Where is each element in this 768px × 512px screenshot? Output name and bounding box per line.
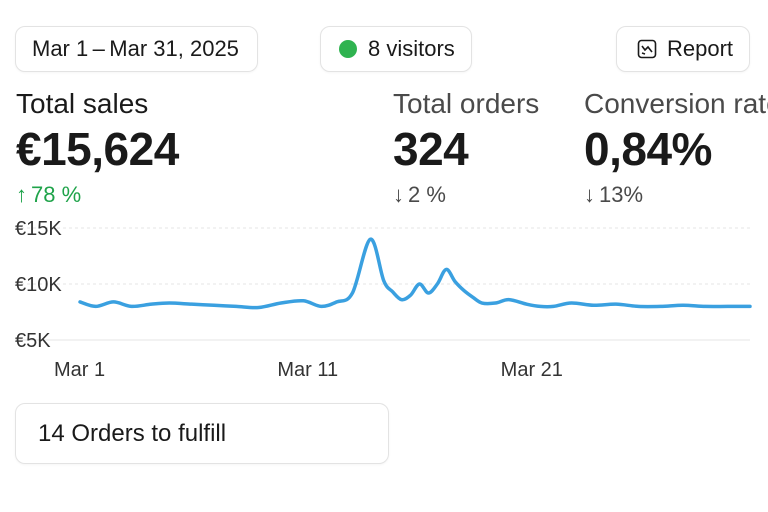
metric-label: Conversion rate xyxy=(584,88,768,119)
orders-to-fulfill-card[interactable]: 14 Orders to fulfill xyxy=(15,403,389,464)
metric-total-orders[interactable]: Total orders 324 ↓ 2 % xyxy=(393,88,539,208)
x-tick-label: Mar 1 xyxy=(54,359,105,381)
y-tick-label: €15K xyxy=(15,218,62,240)
metric-change: ↓ 13% xyxy=(584,182,768,208)
live-visitors-button[interactable]: 8 visitors xyxy=(320,26,472,72)
x-tick-label: Mar 21 xyxy=(501,359,563,381)
metric-total-sales[interactable]: Total sales €15,624 ↑ 78 % xyxy=(16,88,179,208)
visitors-label: 8 visitors xyxy=(368,36,455,61)
metric-value: 324 xyxy=(393,123,469,175)
sales-series-line xyxy=(78,237,752,310)
metric-change: ↑ 78 % xyxy=(16,182,179,208)
y-tick-label: €10K xyxy=(15,274,62,296)
x-tick-label: Mar 11 xyxy=(277,359,338,381)
metric-value: 0,84% xyxy=(584,123,712,175)
arrow-up-icon: ↑ xyxy=(16,182,27,207)
metric-change: ↓ 2 % xyxy=(393,182,539,208)
report-button[interactable]: Report xyxy=(616,26,750,72)
metric-value: €15,624 xyxy=(16,123,179,175)
arrow-down-icon: ↓ xyxy=(393,182,404,207)
report-label: Report xyxy=(667,36,734,61)
orders-to-fulfill-label: 14 Orders to fulfill xyxy=(38,419,227,447)
arrow-down-icon: ↓ xyxy=(584,182,595,207)
date-range-label: Mar 1 – Mar 31, 2025 xyxy=(32,36,239,61)
metric-change-value: 2 % xyxy=(408,182,446,207)
report-chart-icon xyxy=(637,39,657,59)
metric-change-value: 78 % xyxy=(31,182,82,207)
date-range-picker[interactable]: Mar 1 – Mar 31, 2025 xyxy=(15,26,258,72)
live-status-dot-icon xyxy=(339,40,357,58)
metric-label: Total orders xyxy=(393,88,540,119)
metric-conversion-rate[interactable]: Conversion rate 0,84% ↓ 13% xyxy=(584,88,768,208)
metric-change-value: 13% xyxy=(599,182,644,207)
sales-line-chart: €5K €10K €15K Mar 1 Mar 11 Mar 21 xyxy=(15,218,752,381)
metric-label: Total sales xyxy=(16,88,149,119)
y-tick-label: €5K xyxy=(15,330,51,352)
